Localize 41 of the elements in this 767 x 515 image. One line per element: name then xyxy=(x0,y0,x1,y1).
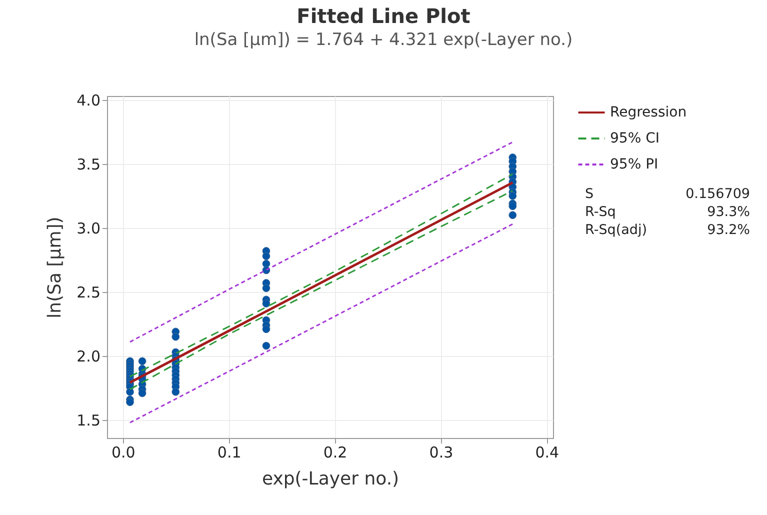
line-series xyxy=(129,141,514,343)
y-tick-label: 3.5 xyxy=(76,155,100,174)
text: 93.3% xyxy=(706,204,750,220)
point xyxy=(126,388,134,396)
y-tick-label: 2.0 xyxy=(76,348,100,366)
y-tick-label: 1.5 xyxy=(76,412,100,430)
legend-label: Regression xyxy=(610,104,687,120)
text: 0.156709 xyxy=(684,186,750,202)
text: R-Sq(adj) xyxy=(585,222,648,238)
line-series xyxy=(129,223,514,424)
point xyxy=(262,252,270,260)
chart-title: Fitted Line Plot xyxy=(296,4,472,28)
text: S xyxy=(585,186,595,202)
x-axis-title: exp(-Layer no.) xyxy=(262,468,400,490)
text: 93.2% xyxy=(706,222,750,238)
x-tick-label: 0.2 xyxy=(323,444,348,462)
legend-label: 95% CI xyxy=(610,130,660,146)
point xyxy=(508,192,517,200)
point xyxy=(262,260,270,268)
x-tick-label: 0.1 xyxy=(217,444,242,462)
text: R-Sq xyxy=(585,204,617,220)
point xyxy=(508,211,517,220)
point xyxy=(138,389,146,398)
y-axis-title: ln(Sa [µm]) xyxy=(44,216,66,318)
y-tick-label: 4.0 xyxy=(76,91,100,110)
point xyxy=(508,202,517,210)
point xyxy=(126,398,134,406)
point xyxy=(172,388,180,396)
x-tick-label: 0.3 xyxy=(429,444,454,462)
x-tick-label: 0.0 xyxy=(111,444,136,462)
point xyxy=(262,300,270,308)
x-tick-label: 0.4 xyxy=(535,444,560,462)
point xyxy=(262,284,270,292)
y-tick-label: 2.5 xyxy=(76,283,100,302)
point xyxy=(262,342,270,350)
y-tick-label: 3.0 xyxy=(76,219,100,238)
point xyxy=(262,325,270,334)
chart-subtitle: ln(Sa [µm]) = 1.764 + 4.321 exp(-Layer no.) xyxy=(193,30,574,50)
legend-label: 95% PI xyxy=(610,156,658,172)
point xyxy=(138,357,146,366)
point xyxy=(172,332,180,341)
